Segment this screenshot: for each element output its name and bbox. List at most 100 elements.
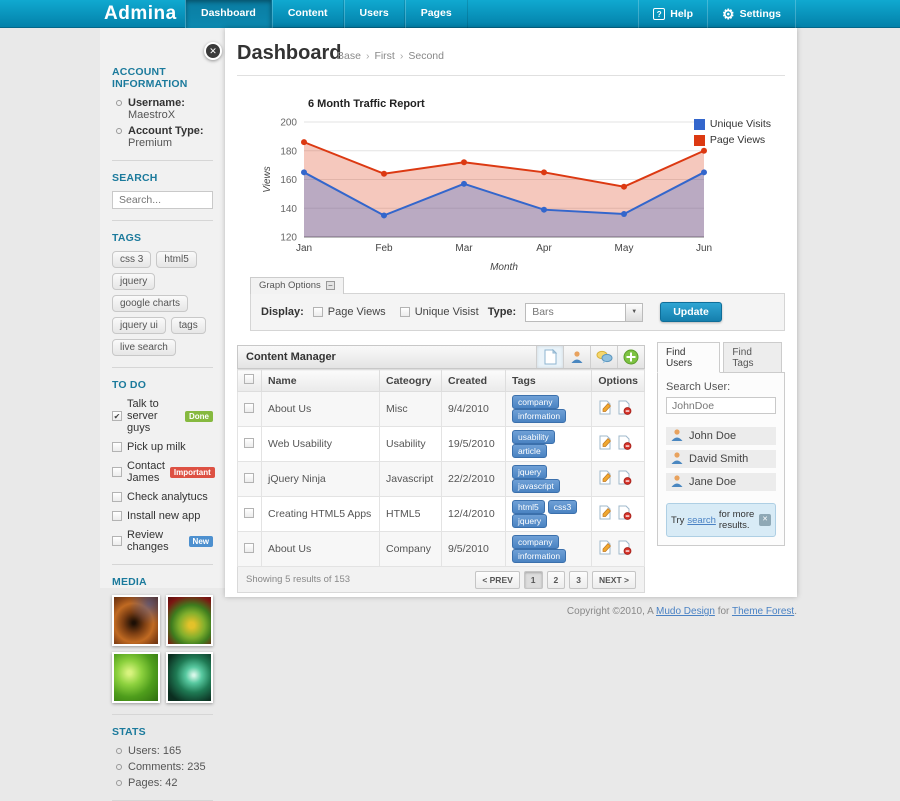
graph-options-label: Graph Options <box>259 280 321 291</box>
row-checkbox[interactable] <box>244 402 254 413</box>
sidebar-tag[interactable]: live search <box>112 339 176 356</box>
tab-find-tags[interactable]: Find Tags <box>723 342 782 373</box>
settings-label: Settings <box>739 8 781 20</box>
tags-heading: TAGS <box>112 232 142 244</box>
todo-checkbox[interactable] <box>112 492 122 502</box>
page-button[interactable]: 2 <box>546 570 566 589</box>
row-checkbox-cell <box>237 391 262 427</box>
media-thumbnail[interactable] <box>112 652 160 703</box>
sidebar-tag[interactable]: google charts <box>112 295 189 312</box>
edit-icon[interactable] <box>598 505 613 523</box>
column-header: Cateogry <box>379 369 442 392</box>
select-all-checkbox[interactable] <box>244 374 254 384</box>
display-checkbox[interactable] <box>312 307 323 317</box>
todo-checkbox[interactable] <box>112 536 122 546</box>
content-tag[interactable]: company <box>512 395 559 409</box>
pagination: < PREV 1 2 3 NEXT > <box>475 570 636 589</box>
user-icon <box>670 428 684 445</box>
content-tag[interactable]: jquery <box>512 465 548 479</box>
media-thumbnail[interactable] <box>165 595 213 646</box>
user-result[interactable]: Jane Doe <box>666 473 776 491</box>
hint-search-link[interactable]: search <box>687 514 716 526</box>
help-button[interactable]: Help <box>638 0 707 28</box>
gear-icon <box>722 7 735 22</box>
nav-tab-pages[interactable]: Pages <box>404 0 468 28</box>
divider <box>112 160 213 161</box>
edit-icon[interactable] <box>598 540 613 558</box>
column-header: Name <box>261 369 380 392</box>
cell-tags: html5 css3jquery <box>504 496 593 532</box>
content-tag[interactable]: information <box>512 549 567 563</box>
user-name: John Doe <box>689 430 737 442</box>
hint-close-button[interactable] <box>759 514 771 526</box>
svg-text:Jan: Jan <box>296 243 312 254</box>
delete-icon[interactable] <box>617 540 632 558</box>
row-checkbox[interactable] <box>244 472 254 483</box>
edit-icon[interactable] <box>598 435 613 453</box>
content-tag[interactable]: jquery <box>512 514 548 528</box>
new-page-icon[interactable] <box>536 346 563 368</box>
content-tag[interactable]: html5 <box>512 500 545 514</box>
row-checkbox-cell <box>237 426 262 462</box>
todo-checkbox[interactable] <box>112 467 122 477</box>
content-tag[interactable]: information <box>512 409 567 423</box>
tab-find-users[interactable]: Find Users <box>657 342 721 373</box>
row-checkbox[interactable] <box>244 507 254 518</box>
nav-tab-users[interactable]: Users <box>343 0 405 28</box>
update-button[interactable]: Update <box>660 302 722 322</box>
breadcrumb-item[interactable]: Second <box>408 50 444 62</box>
todo-checkbox[interactable] <box>112 511 122 521</box>
edit-icon[interactable] <box>598 400 613 418</box>
user-result[interactable]: David Smith <box>666 450 776 468</box>
page-button[interactable]: < PREV <box>475 570 520 589</box>
cell-name: About Us <box>261 391 380 427</box>
delete-icon[interactable] <box>617 470 632 488</box>
page-button[interactable]: 1 <box>523 570 543 589</box>
display-checkbox[interactable] <box>399 307 410 317</box>
nav-tab-content[interactable]: Content <box>271 0 344 28</box>
media-thumbnail[interactable] <box>165 652 213 703</box>
comments-icon[interactable] <box>590 346 617 368</box>
content-tag[interactable]: javascript <box>512 479 560 493</box>
user-search-input[interactable] <box>666 397 776 414</box>
page-button[interactable]: 3 <box>569 570 588 589</box>
user-name: Jane Doe <box>689 476 737 488</box>
delete-icon[interactable] <box>617 505 632 523</box>
sidebar-tag[interactable]: tags <box>170 317 206 334</box>
breadcrumb-item[interactable]: Base <box>337 50 361 62</box>
footer-link-mudo[interactable]: Mudo Design <box>656 606 715 617</box>
row-checkbox[interactable] <box>244 437 254 448</box>
sidebar-tag[interactable]: jquery ui <box>112 317 166 334</box>
row-options <box>598 470 638 488</box>
todo-checkbox[interactable] <box>112 442 122 452</box>
user-icon[interactable] <box>563 346 590 368</box>
add-icon[interactable] <box>617 346 644 368</box>
nav-tab-dashboard[interactable]: Dashboard <box>185 0 272 28</box>
sidebar-tag[interactable]: jquery <box>112 273 156 290</box>
page-button[interactable]: NEXT > <box>592 570 636 589</box>
sidebar-tag[interactable]: css 3 <box>112 251 152 268</box>
content-tag[interactable]: usability <box>512 430 555 444</box>
chevron-down-icon <box>625 303 643 321</box>
settings-button[interactable]: Settings <box>707 0 796 28</box>
breadcrumb-item[interactable]: First <box>374 50 395 62</box>
todo-checkbox[interactable] <box>112 411 122 421</box>
row-checkbox-cell <box>237 461 262 497</box>
sidebar-tag[interactable]: html5 <box>156 251 197 268</box>
content-tag[interactable]: article <box>512 444 547 458</box>
content-tag[interactable]: css3 <box>547 500 578 514</box>
delete-icon[interactable] <box>617 435 632 453</box>
media-thumbnail[interactable] <box>112 595 160 646</box>
delete-icon[interactable] <box>617 400 632 418</box>
graph-options-tab[interactable]: Graph Options <box>250 277 344 294</box>
content-tag[interactable]: company <box>512 535 559 549</box>
sidebar-search-input[interactable] <box>112 191 213 209</box>
footer-link-themeforest[interactable]: Theme Forest <box>731 606 795 617</box>
sidebar-close-button[interactable] <box>204 42 222 60</box>
graph-type-select[interactable]: Bars <box>525 302 644 322</box>
user-result[interactable]: John Doe <box>666 427 776 445</box>
cell-options <box>591 461 645 497</box>
edit-icon[interactable] <box>598 470 613 488</box>
content-manager-toolbar <box>536 346 644 368</box>
row-checkbox[interactable] <box>244 542 254 553</box>
